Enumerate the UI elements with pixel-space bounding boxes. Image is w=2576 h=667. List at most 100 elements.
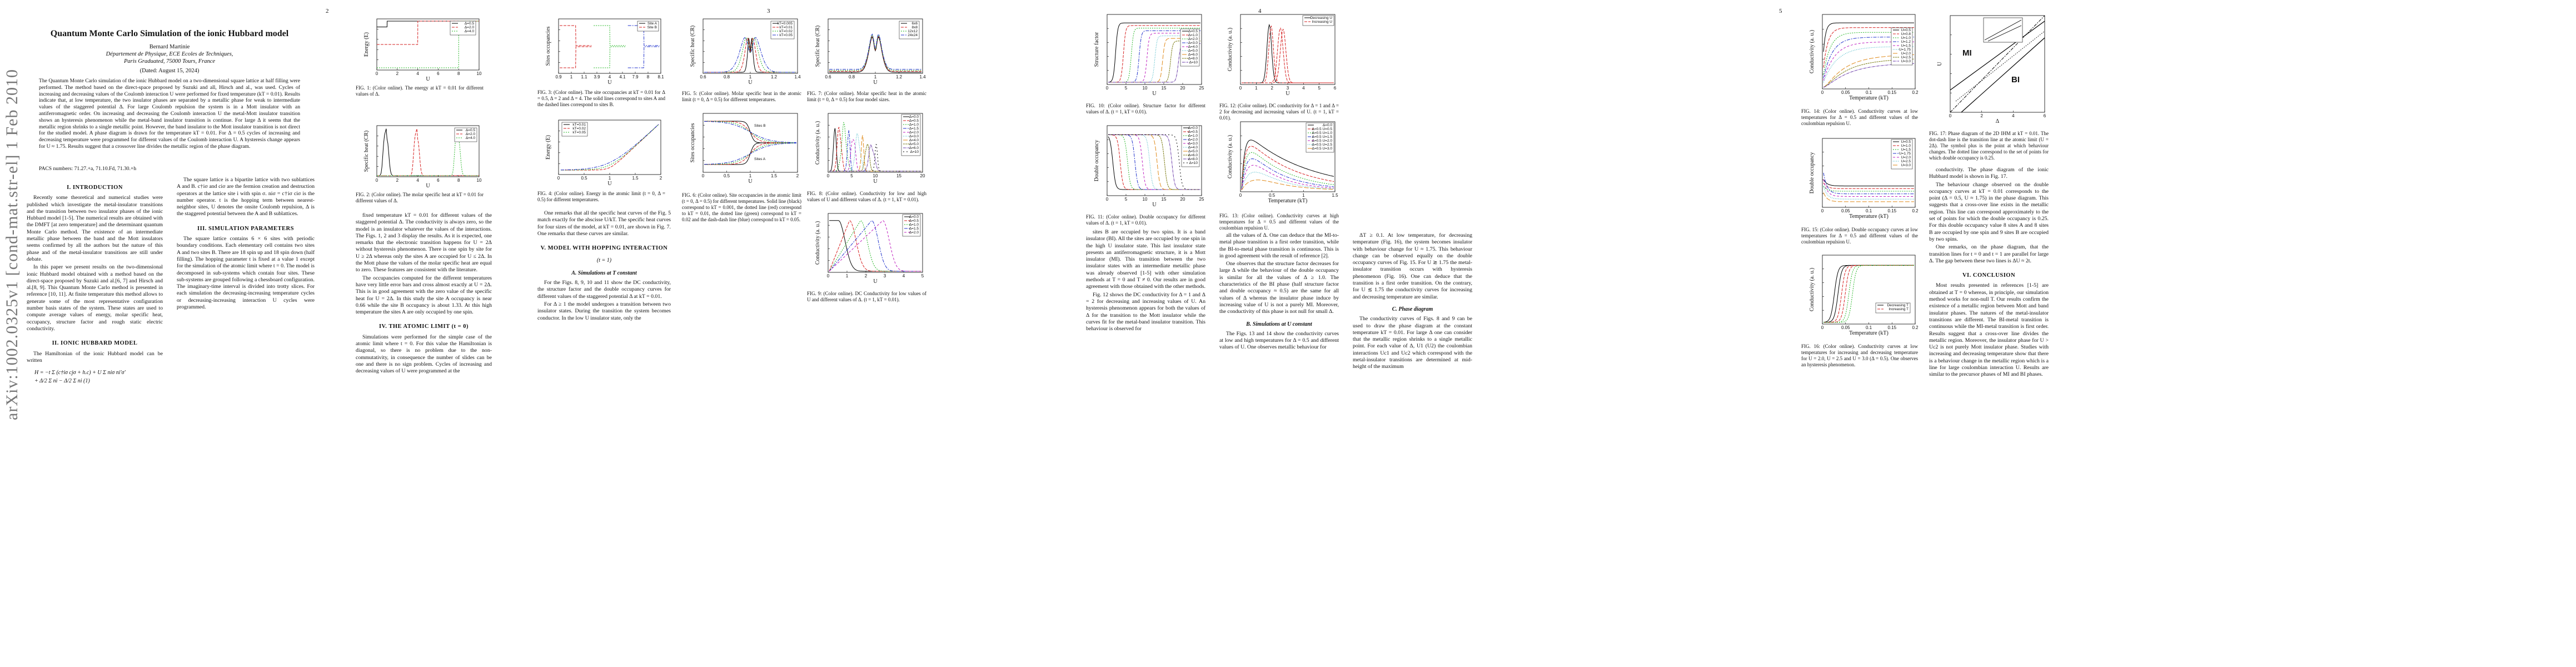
legend-label: Δ=1.5 xyxy=(909,127,919,131)
paragraph: all the values of Δ. One can deduce that… xyxy=(1219,232,1339,259)
x-tick-label: 0 xyxy=(1239,193,1242,198)
legend-label: Δ=2.0 xyxy=(1188,37,1198,41)
annotation-label: Sites B xyxy=(754,124,766,128)
paragraph: The Figs. 13 and 14 show the conductivit… xyxy=(1219,330,1339,351)
series-line xyxy=(1242,23,1334,83)
series-line xyxy=(704,142,796,165)
x-axis-label: Temperature (kT) xyxy=(1849,95,1889,101)
legend-label: Δ=4.0 xyxy=(466,136,476,140)
x-tick-label: 2 xyxy=(396,71,399,76)
page-3: 4 0 5 10 15 20 25 U Structure factor Δ=0.5 Δ=1.0 Δ… xyxy=(1030,0,1546,667)
series-line xyxy=(1823,186,1914,200)
series-line xyxy=(561,124,659,171)
x-tick-label: 15 xyxy=(896,173,901,178)
column-page3-right: all the values of Δ. One can deduce that… xyxy=(1219,232,1339,352)
y-axis-label: Sites occupancies xyxy=(545,26,551,66)
x-axis-label: U xyxy=(748,178,753,185)
x-tick-label: 2 xyxy=(796,173,799,178)
legend-label: U=2.5 xyxy=(1901,160,1911,163)
series-line xyxy=(1823,186,1914,192)
series-line xyxy=(1241,158,1334,191)
x-tick-label: 4 xyxy=(416,178,419,183)
x-tick-label: 1 xyxy=(749,173,752,178)
paper-title: Quantum Monte Carlo Simulation of the io… xyxy=(50,29,289,38)
series-line xyxy=(627,46,660,68)
legend-label: Δ=0.5 xyxy=(1188,29,1198,33)
x-tick-label: 5 xyxy=(1318,86,1321,91)
legend-label: Δ=0.5 xyxy=(909,119,919,123)
legend-label: kT=0.02 xyxy=(779,29,793,33)
series-line xyxy=(1823,265,1914,323)
legend-box xyxy=(1306,122,1334,153)
x-tick-label: 1.2 xyxy=(771,74,778,79)
legend-label: Δ=10 xyxy=(1189,161,1198,165)
legend-label: Δ=6.0 xyxy=(1188,53,1198,57)
legend-label: U=1.0 xyxy=(1901,144,1911,148)
series-line xyxy=(829,220,921,272)
legend-box xyxy=(899,21,920,39)
x-axis-label: U xyxy=(607,181,612,187)
series-line xyxy=(829,35,921,72)
plot-frame xyxy=(828,213,923,273)
legend-label: Site A xyxy=(647,22,657,26)
legend-label: kT=0.005 xyxy=(778,22,793,26)
legend-label: Δ=4.0 xyxy=(1188,45,1198,49)
x-tick-label: 0.5 xyxy=(581,176,587,181)
series-line xyxy=(829,36,921,73)
chart-fig14: 0 0.05 0.1 0.15 0.2 Temperature (kT) Conductiv… xyxy=(1809,14,1918,101)
legend-label: Δ=1.0 xyxy=(1188,134,1198,138)
legend-label: Δ=0.0 xyxy=(1323,123,1333,127)
page-2: 0.9 1 1.1 3.9 4 4.1 7.9 8 8.1 U Sites occupancies S… xyxy=(515,0,1030,667)
x-tick-label: 2 xyxy=(660,176,662,181)
x-tick-label: 2 xyxy=(396,178,399,183)
region-label-mi: MI xyxy=(1962,48,1972,58)
legend-label: Δ=0.5 xyxy=(466,128,476,132)
x-tick-label: 0.15 xyxy=(1887,325,1896,330)
paragraph: The behaviour change observed on the dou… xyxy=(1929,181,2049,242)
series-line xyxy=(1108,28,1200,83)
x-tick-label: 4 xyxy=(1302,86,1305,91)
legend-label: Δ=0.0 xyxy=(909,215,919,219)
x-tick-label: 0.9 xyxy=(555,74,562,79)
y-axis-label: Conductivity (a. u.) xyxy=(815,221,821,265)
legend-label: U=2.0 xyxy=(1901,52,1911,56)
chart-fig4: 0 0.5 1 1.5 2 U Energy (E) kT=0.01kT=0.02kT=0.0… xyxy=(545,120,662,187)
legend-label: Δ=8.0 xyxy=(1188,157,1198,161)
x-tick-label: 20 xyxy=(1180,86,1185,91)
author-name: Bernard Martinie xyxy=(149,44,190,50)
paragraph: The conductivity curves of Figs. 8 and 9… xyxy=(1353,316,1472,370)
figure-3: 0.9 1 1.1 3.9 4 4.1 7.9 8 8.1 U Sites occupancies S… xyxy=(537,16,665,108)
legend-label: Decreasing T xyxy=(1887,303,1909,307)
series-line xyxy=(1823,265,1914,323)
legend-label: Δ=4.0 xyxy=(465,29,475,33)
author-block: Bernard Martinie Département de Physique… xyxy=(22,43,317,74)
column-left: I. INTRODUCTION Recently some theoretica… xyxy=(27,177,163,390)
legend-box xyxy=(1181,125,1200,167)
x-tick-label: 1.5 xyxy=(632,176,639,181)
abstract: The Quantum Monte Carlo simulation of th… xyxy=(39,78,300,150)
caption: FIG. 17: Phase diagram of the 2D IHM at … xyxy=(1929,131,2049,161)
paragraph: The square lattice is a bipartite lattic… xyxy=(177,177,315,217)
x-tick-label: 1.5 xyxy=(771,173,778,178)
legend-label: U=1.5 xyxy=(1901,148,1911,152)
series-line xyxy=(627,25,660,46)
x-tick-label: 1 xyxy=(1255,86,1258,91)
caption: FIG. 14: (Color online). Conductivity cu… xyxy=(1801,108,1918,126)
series-line xyxy=(594,46,626,68)
legend-label: U=3.0 xyxy=(1901,163,1911,167)
chart-fig16: 0 0.05 0.1 0.15 0.2 Temperature (kT) Conductiv… xyxy=(1809,255,1918,336)
series-line xyxy=(1823,179,1914,197)
paragraph: In this paper we present results on the … xyxy=(27,264,163,332)
chart-fig3: 0.9 1 1.1 3.9 4 4.1 7.9 8 8.1 U Sites occupancies S… xyxy=(545,18,664,86)
chart-fig12: 0 1 2 3 4 5 6 U Conductivity (a. u.) Decreasing U… xyxy=(1227,14,1337,97)
x-tick-label: 0 xyxy=(1949,113,1952,118)
figure-14: 0 0.05 0.1 0.15 0.2 Temperature (kT) Conductiv… xyxy=(1801,12,1918,127)
arxiv-stamp: arXiv:1002.0325v1 [cond-mat.str-el] 1 Fe… xyxy=(3,69,21,420)
x-tick-label: 1.5 xyxy=(1332,193,1338,198)
x-tick-label: 5 xyxy=(1125,86,1128,91)
x-tick-label: 0 xyxy=(557,176,560,181)
x-tick-label: 1.2 xyxy=(896,74,903,79)
column-page3-far: ΔT ≥ 0.1. At low temperature, for decrea… xyxy=(1353,232,1472,372)
